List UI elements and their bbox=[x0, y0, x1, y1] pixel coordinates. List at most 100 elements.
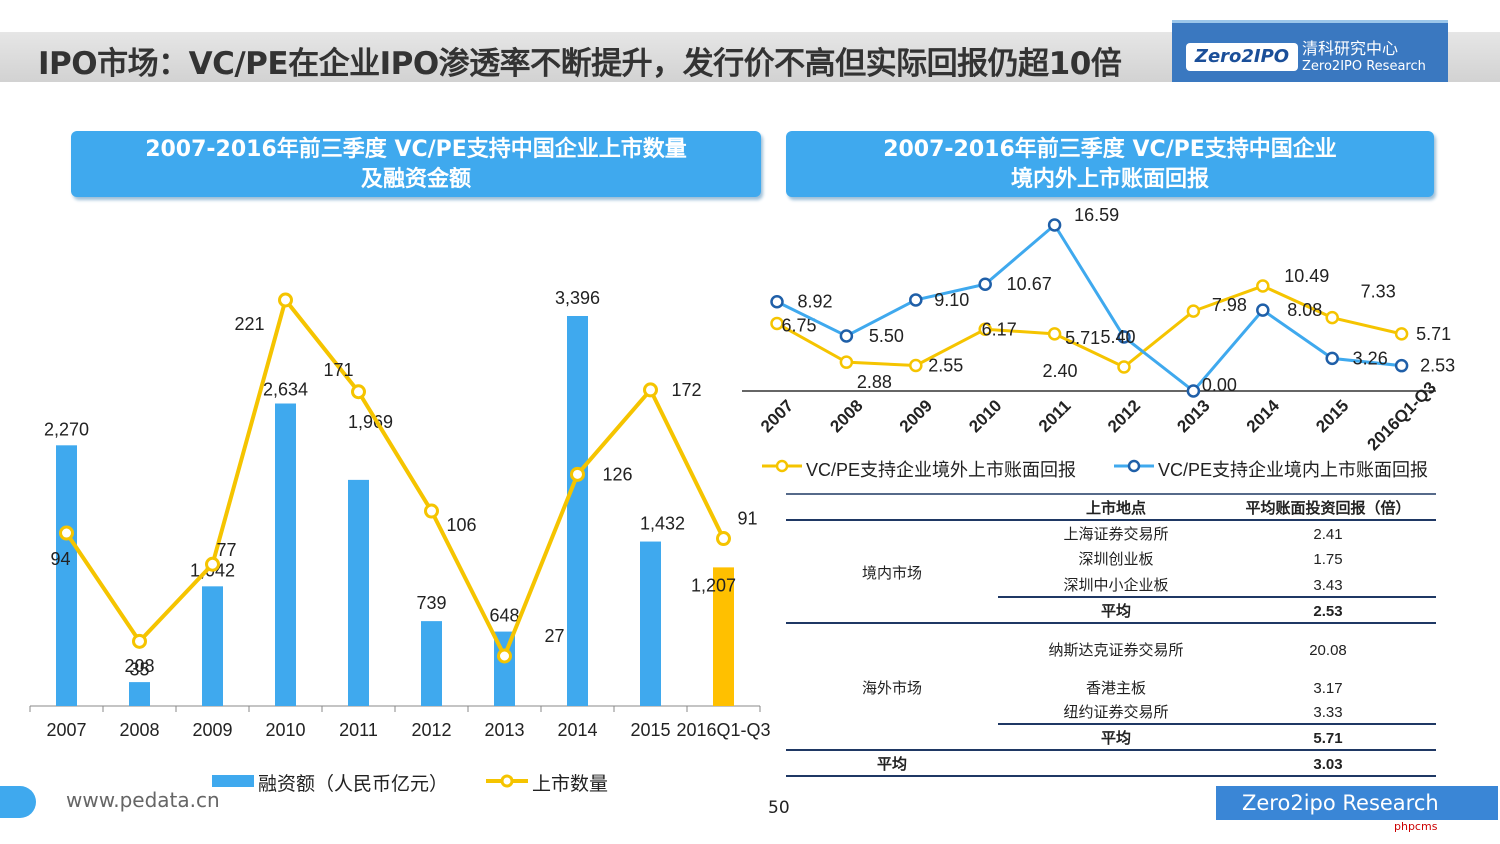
logo-cn: 清科研究中心 bbox=[1302, 39, 1399, 58]
table-avg-value: 2.53 bbox=[1313, 603, 1342, 620]
x-tick-label: 2013 bbox=[484, 720, 524, 740]
bar bbox=[640, 541, 661, 706]
legend-overseas-label: VC/PE支持企业境外上市账面回报 bbox=[806, 460, 1076, 480]
legend-overseas-marker bbox=[775, 459, 789, 473]
x-tick-label: 2007 bbox=[46, 720, 86, 740]
overseas-data-label: 2.88 bbox=[857, 372, 892, 392]
count-point bbox=[132, 633, 147, 649]
bar bbox=[567, 316, 588, 706]
count-data-label: 126 bbox=[602, 464, 632, 484]
x-tick-label: 2011 bbox=[339, 720, 378, 740]
overseas-data-label: 6.17 bbox=[982, 319, 1017, 339]
bar bbox=[275, 403, 296, 706]
legend-amount-swatch bbox=[212, 775, 254, 787]
overseas-series-line bbox=[776, 284, 1402, 369]
logo-mark-text: Zero2IPO bbox=[1194, 46, 1290, 67]
overseas-point bbox=[1325, 310, 1339, 325]
domestic-data-label: 0.00 bbox=[1202, 375, 1237, 395]
footer-brand: Zero2ipo Research bbox=[1216, 786, 1498, 820]
count-point bbox=[424, 503, 439, 519]
bar bbox=[202, 586, 223, 706]
overseas-data-label: 10.49 bbox=[1284, 266, 1329, 286]
overseas-data-label: 5.71 bbox=[1065, 328, 1100, 348]
left-panel-title-line1: 2007-2016年前三季度 VC/PE支持中国企业上市数量 bbox=[145, 137, 687, 162]
footer-tab bbox=[0, 786, 36, 818]
overseas-point bbox=[978, 322, 992, 337]
legend-domestic-marker bbox=[1127, 459, 1141, 473]
bar-data-label: 1,432 bbox=[640, 514, 685, 534]
overseas-point bbox=[1117, 360, 1131, 374]
bar bbox=[56, 445, 77, 706]
count-point bbox=[570, 466, 585, 482]
count-point bbox=[59, 525, 74, 541]
bar-data-label: 208 bbox=[124, 656, 154, 676]
count-point bbox=[643, 382, 658, 398]
x-tick-label: 2014 bbox=[557, 720, 597, 740]
table-cell-location: 深圳创业板 bbox=[1078, 550, 1153, 568]
count-data-label: 221 bbox=[234, 314, 264, 334]
domestic-data-label: 16.59 bbox=[1074, 205, 1119, 225]
right-panel-title-line1: 2007-2016年前三季度 VC/PE支持中国企业 bbox=[883, 137, 1337, 162]
bar-data-label: 1,207 bbox=[691, 575, 736, 595]
count-data-label: 94 bbox=[50, 549, 70, 569]
bar-data-label: 3,396 bbox=[555, 288, 600, 308]
count-point bbox=[205, 556, 220, 572]
domestic-data-label: 8.92 bbox=[797, 292, 832, 312]
left-panel-title-line2: 及融资金额 bbox=[360, 167, 471, 192]
bar-data-label: 648 bbox=[489, 606, 519, 626]
overseas-point bbox=[1256, 279, 1270, 293]
domestic-data-label: 9.10 bbox=[934, 290, 969, 310]
table-cell-return: 3.17 bbox=[1313, 680, 1342, 697]
count-data-label: 77 bbox=[216, 540, 236, 560]
table-cell-return: 3.33 bbox=[1313, 704, 1342, 721]
domestic-data-label: 5.50 bbox=[869, 326, 904, 346]
count-data-label: 172 bbox=[671, 380, 701, 400]
count-point bbox=[716, 531, 731, 547]
overseas-data-label: 5.71 bbox=[1416, 324, 1451, 344]
bar-data-label: 739 bbox=[416, 593, 446, 613]
table-avg-label: 平均 bbox=[1101, 602, 1131, 620]
table-cell-return: 3.43 bbox=[1313, 577, 1342, 594]
logo-en: Zero2IPO Research bbox=[1302, 59, 1426, 74]
domestic-data-label: 2.53 bbox=[1420, 356, 1455, 376]
domestic-point bbox=[1117, 330, 1131, 344]
table-group-domestic: 境内市场 bbox=[862, 564, 922, 582]
bar bbox=[494, 631, 515, 706]
table-cell-return: 1.75 bbox=[1313, 551, 1342, 568]
x-tick-label: 2010 bbox=[265, 720, 305, 740]
overseas-point bbox=[1394, 327, 1409, 341]
count-data-label: 91 bbox=[737, 509, 757, 529]
left-panel-title: 2007-2016年前三季度 VC/PE支持中国企业上市数量 及融资金额 bbox=[71, 131, 761, 197]
footer-url[interactable]: www.pedata.cn bbox=[66, 788, 220, 812]
domestic-point bbox=[909, 293, 923, 307]
x-tick-label: 2015 bbox=[630, 720, 670, 740]
x-tick-label: 2016Q1-Q3 bbox=[676, 720, 770, 740]
page-number: 50 bbox=[768, 798, 790, 818]
domestic-data-label: 10.67 bbox=[1007, 274, 1052, 294]
count-data-label: 35 bbox=[129, 659, 149, 679]
table-group-overseas: 海外市场 bbox=[862, 680, 922, 697]
bar bbox=[713, 567, 734, 706]
overseas-point bbox=[1047, 327, 1062, 341]
overseas-data-label: 2.40 bbox=[1042, 361, 1077, 381]
bar-data-label: 2,270 bbox=[44, 419, 89, 439]
table-avg-value: 5.71 bbox=[1313, 730, 1342, 747]
domestic-point bbox=[1186, 384, 1201, 398]
count-data-label: 27 bbox=[544, 626, 564, 646]
domestic-point bbox=[1325, 351, 1339, 366]
x-tick-label: 2009 bbox=[192, 720, 232, 740]
legend-amount-label: 融资额（人民币亿元） bbox=[258, 773, 448, 795]
bar-data-label: 2,634 bbox=[263, 380, 308, 400]
footer-note: phpcms bbox=[1394, 820, 1438, 833]
legend-domestic-label: VC/PE支持企业境内上市账面回报 bbox=[1158, 460, 1428, 480]
table-avg-label: 平均 bbox=[1101, 729, 1131, 747]
domestic-point bbox=[1394, 358, 1409, 373]
overseas-point bbox=[839, 355, 854, 369]
table-cell-return: 2.41 bbox=[1313, 526, 1342, 543]
table-cell-location: 上海证券交易所 bbox=[1063, 525, 1168, 543]
x-tick-label: 2012 bbox=[411, 720, 451, 740]
table-cell-location: 纳斯达克证券交易所 bbox=[1048, 641, 1183, 659]
domestic-point bbox=[1047, 218, 1062, 232]
